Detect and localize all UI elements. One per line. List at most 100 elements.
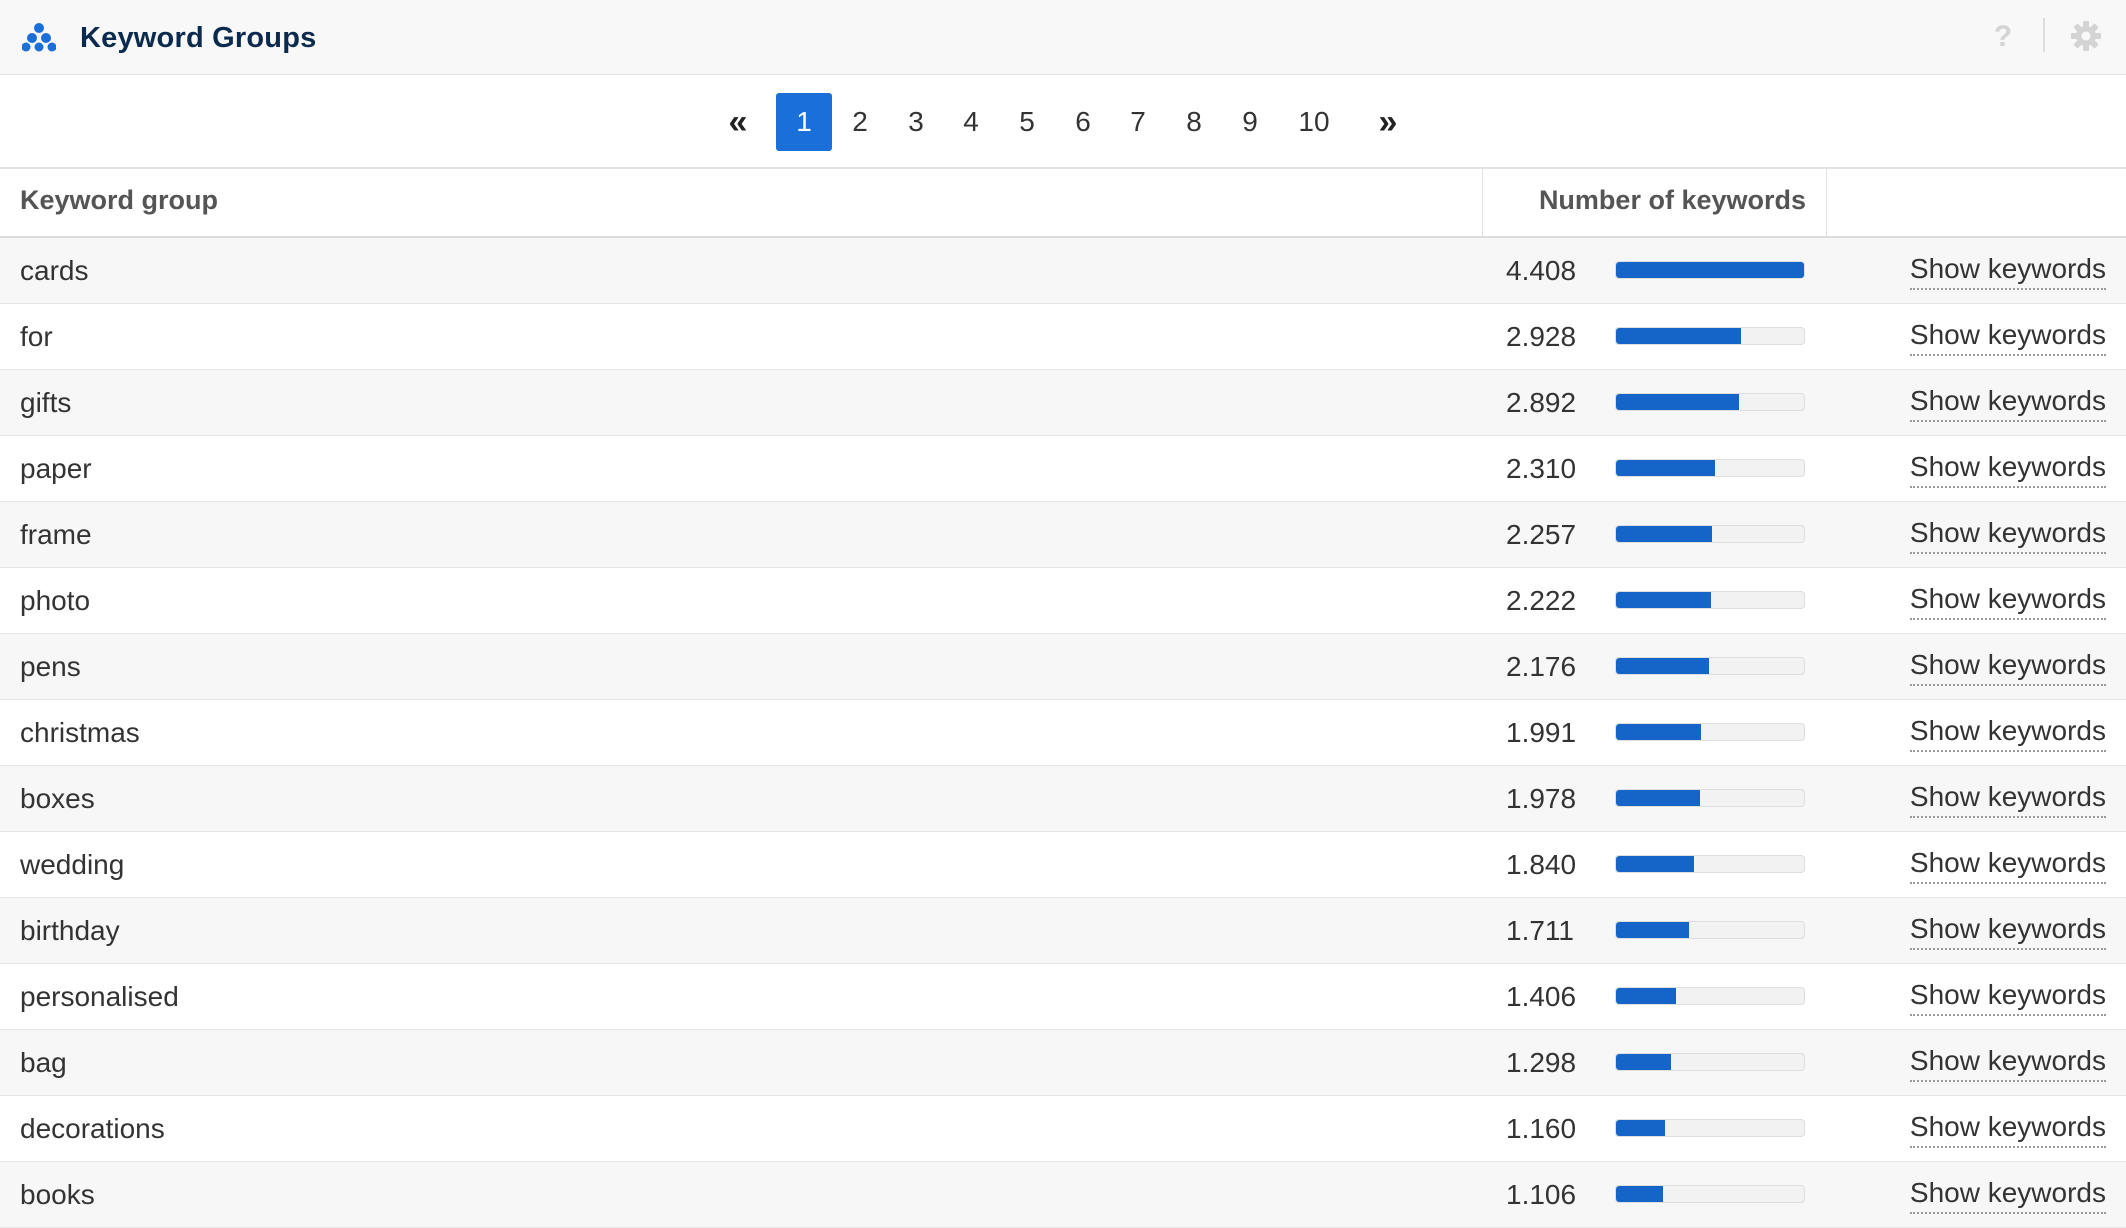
table-row: bag 1.298 Show keywords xyxy=(0,1030,2126,1096)
first-page-button[interactable]: « xyxy=(728,103,748,141)
keyword-count: 1.106 xyxy=(1506,1179,1577,1210)
keyword-group-name: birthday xyxy=(20,915,120,946)
table-row: cards 4.408 Show keywords xyxy=(0,238,2126,304)
keyword-count: 1.711 xyxy=(1506,915,1574,946)
keyword-count: 2.310 xyxy=(1506,453,1577,484)
keyword-count: 1.978 xyxy=(1506,783,1577,814)
keyword-count-bar-fill xyxy=(1616,922,1689,938)
table-row: boxes 1.978 Show keywords xyxy=(0,766,2126,832)
question-icon[interactable]: ? xyxy=(1993,20,2013,53)
show-keywords-link[interactable]: Show keywords xyxy=(1909,250,2106,290)
keyword-count-bar-fill xyxy=(1616,856,1695,872)
table-row: decorations 1.160 Show keywords xyxy=(0,1096,2126,1162)
keyword-count-bar xyxy=(1615,591,1805,609)
keyword-count-bar-fill xyxy=(1616,1120,1666,1136)
keyword-count-bar xyxy=(1615,657,1805,675)
page-button-8[interactable]: 8 xyxy=(1186,106,1202,137)
page-button-5[interactable]: 5 xyxy=(1019,106,1035,137)
keyword-groups-table: Keyword group Number of keywords cards 4.… xyxy=(0,167,2126,1228)
keyword-count-bar-fill xyxy=(1616,262,1804,278)
keyword-count-bar-fill xyxy=(1616,1186,1664,1202)
header-divider xyxy=(2043,18,2045,52)
keyword-group-name: pens xyxy=(20,651,81,682)
keyword-count-bar xyxy=(1615,789,1805,807)
keyword-count: 1.840 xyxy=(1506,849,1577,880)
page-button-2[interactable]: 2 xyxy=(852,106,868,137)
keyword-count: 1.160 xyxy=(1506,1113,1577,1144)
pagination: « 1 2 3 4 5 6 7 8 9 10 » xyxy=(0,75,2126,169)
keyword-count: 1.298 xyxy=(1506,1047,1577,1078)
keyword-group-name: christmas xyxy=(20,717,140,748)
keyword-count-bar-fill xyxy=(1616,1054,1672,1070)
page-button-4[interactable]: 4 xyxy=(963,106,979,137)
show-keywords-link[interactable]: Show keywords xyxy=(1909,910,2106,950)
keyword-count-bar-fill xyxy=(1616,592,1711,608)
keyword-group-name: decorations xyxy=(20,1113,165,1144)
last-page-button[interactable]: » xyxy=(1378,103,1398,141)
show-keywords-link[interactable]: Show keywords xyxy=(1909,1174,2106,1214)
show-keywords-link[interactable]: Show keywords xyxy=(1909,580,2106,620)
table-row: birthday 1.711 Show keywords xyxy=(0,898,2126,964)
keyword-count: 4.408 xyxy=(1506,255,1577,286)
show-keywords-link[interactable]: Show keywords xyxy=(1909,1108,2106,1148)
show-keywords-link[interactable]: Show keywords xyxy=(1909,382,2106,422)
page-button-10[interactable]: 10 xyxy=(1298,106,1330,137)
keyword-count-bar xyxy=(1615,1119,1805,1137)
show-keywords-link[interactable]: Show keywords xyxy=(1909,514,2106,554)
show-keywords-link[interactable]: Show keywords xyxy=(1909,976,2106,1016)
keyword-count-bar xyxy=(1615,1185,1805,1203)
keyword-count-bar-fill xyxy=(1616,394,1740,410)
keyword-group-name: for xyxy=(20,321,53,352)
keyword-count-bar-fill xyxy=(1616,526,1713,542)
keyword-group-name: cards xyxy=(20,255,89,286)
table-row: pens 2.176 Show keywords xyxy=(0,634,2126,700)
show-keywords-link[interactable]: Show keywords xyxy=(1909,1042,2106,1082)
keyword-count: 1.406 xyxy=(1506,981,1577,1012)
keyword-count: 2.222 xyxy=(1506,585,1577,616)
keyword-count: 2.892 xyxy=(1506,387,1577,418)
table-body: cards 4.408 Show keywords for 2.928 Show keyw… xyxy=(0,238,2126,1228)
page-button-3[interactable]: 3 xyxy=(908,106,924,137)
keyword-count-bar xyxy=(1615,525,1805,543)
keyword-count: 2.928 xyxy=(1506,321,1577,352)
keyword-count-bar xyxy=(1615,723,1805,741)
keyword-count-bar xyxy=(1615,1053,1805,1071)
show-keywords-link[interactable]: Show keywords xyxy=(1909,316,2106,356)
page-button-9[interactable]: 9 xyxy=(1242,106,1258,137)
keyword-group-name: bag xyxy=(20,1047,67,1078)
page-button-7[interactable]: 7 xyxy=(1130,106,1146,137)
keyword-group-name: gifts xyxy=(20,387,72,418)
keyword-count: 2.176 xyxy=(1506,651,1577,682)
show-keywords-link[interactable]: Show keywords xyxy=(1909,844,2106,884)
show-keywords-link[interactable]: Show keywords xyxy=(1909,778,2106,818)
gear-icon[interactable] xyxy=(2070,20,2102,52)
network-dots-icon xyxy=(22,23,56,52)
widget-header: Keyword Groups ? xyxy=(0,0,2126,75)
keyword-count-bar-fill xyxy=(1616,460,1715,476)
show-keywords-link[interactable]: Show keywords xyxy=(1909,448,2106,488)
table-row: paper 2.310 Show keywords xyxy=(0,436,2126,502)
table-row: christmas 1.991 Show keywords xyxy=(0,700,2126,766)
table-row: for 2.928 Show keywords xyxy=(0,304,2126,370)
keyword-count-bar-fill xyxy=(1616,328,1741,344)
keyword-count-bar xyxy=(1615,261,1805,279)
page-button-1[interactable]: 1 xyxy=(776,93,832,151)
widget-title: Keyword Groups xyxy=(80,22,317,54)
page-button-6[interactable]: 6 xyxy=(1075,106,1091,137)
keyword-count-bar-fill xyxy=(1616,988,1676,1004)
keyword-count-bar xyxy=(1615,855,1805,873)
keyword-count-bar xyxy=(1615,327,1805,345)
column-header-keyword-group[interactable]: Keyword group xyxy=(20,185,219,215)
keyword-count-bar xyxy=(1615,921,1805,939)
keyword-count-bar-fill xyxy=(1616,790,1701,806)
keyword-count-bar-fill xyxy=(1616,658,1709,674)
keyword-count: 1.991 xyxy=(1506,717,1577,748)
keyword-group-name: boxes xyxy=(20,783,95,814)
show-keywords-link[interactable]: Show keywords xyxy=(1909,646,2106,686)
keyword-group-name: paper xyxy=(20,453,92,484)
keyword-group-name: photo xyxy=(20,585,91,616)
keyword-group-name: frame xyxy=(20,519,92,550)
show-keywords-link[interactable]: Show keywords xyxy=(1909,712,2106,752)
table-row: personalised 1.406 Show keywords xyxy=(0,964,2126,1030)
column-header-number-of-keywords[interactable]: Number of keywords xyxy=(1538,185,1806,215)
